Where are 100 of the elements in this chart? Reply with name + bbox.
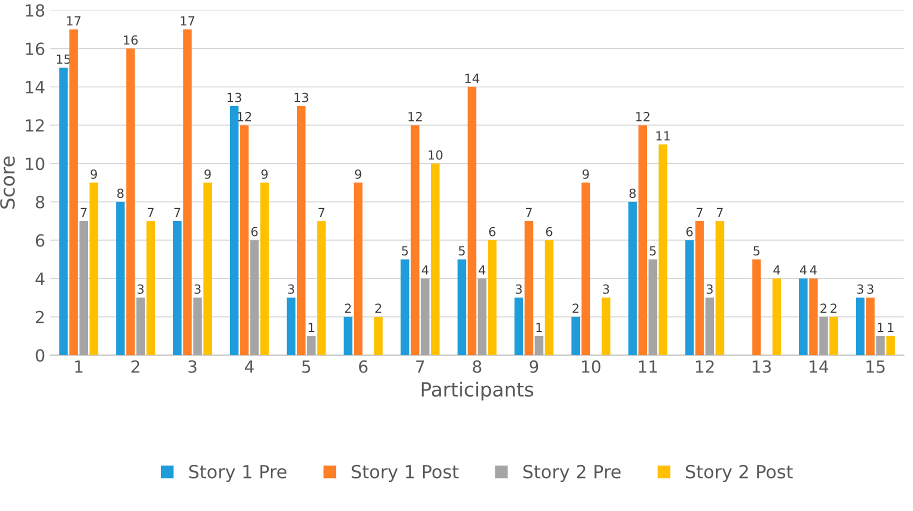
bar (772, 278, 782, 356)
x-tick-label: 2 (132, 360, 140, 373)
data-label: 9 (90, 169, 97, 179)
x-tick-label: 4 (244, 360, 254, 373)
y-tick-label: 0 (36, 349, 44, 362)
data-label: 13 (228, 92, 242, 102)
bar (79, 221, 88, 356)
legend-label: Story 2 Pre (523, 464, 621, 482)
bar (136, 298, 145, 356)
data-label: 7 (148, 208, 154, 218)
data-label: 9 (204, 169, 211, 179)
data-label: 7 (526, 208, 532, 218)
x-tick-label: 7 (416, 360, 424, 373)
y-tick-label: 16 (26, 42, 44, 56)
data-label: 3 (138, 284, 144, 294)
bar (374, 316, 383, 356)
bar (410, 125, 420, 356)
bar (296, 106, 306, 356)
data-label: 5 (650, 246, 656, 256)
data-label: 16 (124, 35, 138, 45)
bar (69, 29, 78, 356)
data-label: 3 (706, 284, 713, 294)
data-label: 17 (67, 16, 80, 26)
bar (240, 125, 249, 356)
bar (752, 259, 761, 356)
data-label: 2 (820, 304, 826, 313)
data-label: 7 (716, 208, 723, 218)
y-tick-label: 8 (36, 196, 44, 208)
bar (602, 298, 610, 356)
x-tick-label: 5 (302, 360, 310, 373)
bar (856, 298, 865, 356)
x-tick-label: 13 (752, 360, 771, 373)
data-label: 4 (800, 265, 807, 275)
bar (638, 125, 648, 356)
data-label: 4 (810, 265, 817, 275)
data-label: 14 (465, 74, 480, 83)
y-tick-label: 2 (36, 310, 44, 324)
data-label: 3 (288, 284, 294, 294)
data-label: 1 (878, 322, 884, 332)
data-label: 2 (344, 304, 351, 313)
legend-label: Story 1 Pre (189, 464, 286, 482)
bar (431, 164, 440, 356)
bar (126, 48, 135, 356)
data-label: 5 (754, 246, 760, 256)
bar (799, 278, 808, 356)
bar (458, 259, 466, 356)
data-label: 8 (629, 188, 636, 198)
bar (400, 259, 410, 356)
data-label: 17 (180, 16, 194, 26)
y-tick-label: 6 (36, 234, 44, 247)
bar (866, 298, 875, 356)
data-label: 3 (516, 284, 522, 294)
bar (648, 259, 658, 356)
bar (354, 182, 362, 356)
y-axis-title: Score (0, 156, 15, 209)
bar (628, 202, 637, 356)
y-tick-label: 12 (26, 119, 44, 132)
legend-label: Story 1 Post (352, 464, 459, 482)
data-label: 7 (80, 208, 87, 218)
y-tick-label: 10 (26, 157, 44, 170)
data-label: 2 (572, 304, 578, 313)
bar (488, 240, 497, 356)
bar (116, 202, 125, 356)
x-axis-title: Participants (422, 382, 534, 401)
data-label: 13 (294, 92, 308, 102)
bar (886, 336, 895, 356)
y-tick-label: 14 (26, 81, 44, 94)
bar (183, 29, 192, 356)
bar (514, 298, 524, 356)
bar (658, 144, 668, 356)
data-label: 1 (308, 322, 314, 332)
bar (250, 240, 259, 356)
data-label: 12 (636, 112, 650, 122)
x-tick-label: 9 (530, 360, 538, 373)
y-tick-label: 18 (26, 4, 44, 17)
data-label: 3 (867, 284, 874, 294)
data-label: 9 (582, 169, 589, 179)
data-label: 6 (251, 226, 258, 236)
x-tick-label: 10 (582, 360, 600, 373)
data-label: 6 (686, 226, 693, 236)
data-label: 4 (422, 265, 428, 275)
bar (173, 221, 182, 356)
data-label: 5 (402, 246, 408, 256)
bar (544, 240, 554, 356)
data-label: 5 (458, 246, 465, 256)
bar (193, 298, 202, 356)
x-tick-label: 6 (359, 360, 368, 373)
bar (286, 298, 296, 356)
x-tick-label: 14 (810, 360, 828, 373)
x-tick-label: 15 (866, 360, 885, 373)
bar (695, 221, 704, 356)
data-label: 4 (773, 265, 780, 275)
data-label: 3 (857, 284, 864, 294)
bar (819, 316, 828, 356)
x-tick-label: 12 (696, 360, 714, 373)
data-label: 2 (375, 304, 382, 313)
bar (230, 106, 239, 356)
bar (829, 316, 838, 356)
data-label: 6 (546, 226, 552, 236)
bar (59, 68, 68, 356)
